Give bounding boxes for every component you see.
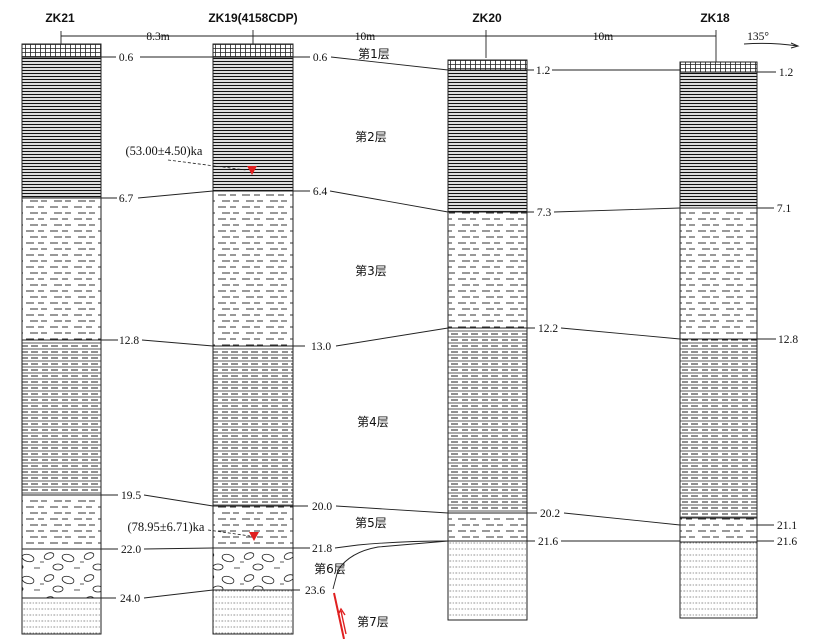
depth-label: 24.0 xyxy=(120,593,140,605)
column-zk18 xyxy=(679,61,758,619)
spacing-line xyxy=(60,30,717,62)
correlation-lines xyxy=(101,56,776,598)
depth-label: 0.6 xyxy=(119,52,134,64)
age-label: (78.95±6.71)ka xyxy=(128,520,205,534)
sample-marker-icon xyxy=(249,532,259,541)
depth-label: 21.1 xyxy=(777,520,797,532)
column-zk21 xyxy=(21,43,102,635)
borehole-label-zk21: ZK21 xyxy=(45,11,75,25)
orientation-arrow-icon xyxy=(743,42,799,47)
layer-label: 第6层 xyxy=(314,562,346,576)
depth-label: 7.3 xyxy=(537,207,552,219)
age-leader-line xyxy=(207,529,251,537)
fault-line-icon xyxy=(333,592,347,639)
depth-label: 1.2 xyxy=(779,67,794,79)
depth-label: 6.7 xyxy=(119,193,134,205)
age-leader-line xyxy=(167,159,247,171)
spacing-label-3: 10m xyxy=(593,31,614,43)
depth-label: 12.8 xyxy=(119,335,139,347)
layer-label: 第2层 xyxy=(355,130,387,144)
depth-label: 1.2 xyxy=(536,65,551,77)
layer-label: 第3层 xyxy=(355,264,387,278)
layer-label: 第7层 xyxy=(357,615,389,629)
layer-label: 第4层 xyxy=(357,415,389,429)
depth-label: 21.6 xyxy=(777,536,797,548)
layer-label: 第5层 xyxy=(355,516,387,530)
depth-label: 22.0 xyxy=(121,544,141,556)
depth-label: 7.1 xyxy=(777,203,792,215)
borehole-label-zk19: ZK19(4158CDP) xyxy=(208,11,297,25)
layer-label: 第1层 xyxy=(358,47,390,61)
depth-label: 12.2 xyxy=(538,323,558,335)
depth-label: 20.0 xyxy=(312,501,332,513)
orientation-arrowhead-icon xyxy=(790,42,800,49)
sample-marker-icon xyxy=(247,166,257,175)
depth-label: 13.0 xyxy=(311,341,331,353)
borehole-label-zk18: ZK18 xyxy=(700,11,730,25)
age-label: (53.00±4.50)ka xyxy=(126,144,203,158)
depth-label: 21.8 xyxy=(312,543,332,555)
column-zk20 xyxy=(447,59,528,621)
depth-label: 19.5 xyxy=(121,490,141,502)
depth-label: 21.6 xyxy=(538,536,558,548)
spacing-label-2: 10m xyxy=(355,31,376,43)
depth-label: 23.6 xyxy=(305,585,325,597)
column-zk19 xyxy=(212,43,294,635)
spacing-label-1: 8.3m xyxy=(146,31,169,43)
depth-label: 20.2 xyxy=(540,508,560,520)
borehole-label-zk20: ZK20 xyxy=(472,11,502,25)
orientation-label: 135° xyxy=(747,31,769,43)
depth-label: 6.4 xyxy=(313,186,328,198)
depth-label: 12.8 xyxy=(778,334,798,346)
depth-label: 0.6 xyxy=(313,52,328,64)
